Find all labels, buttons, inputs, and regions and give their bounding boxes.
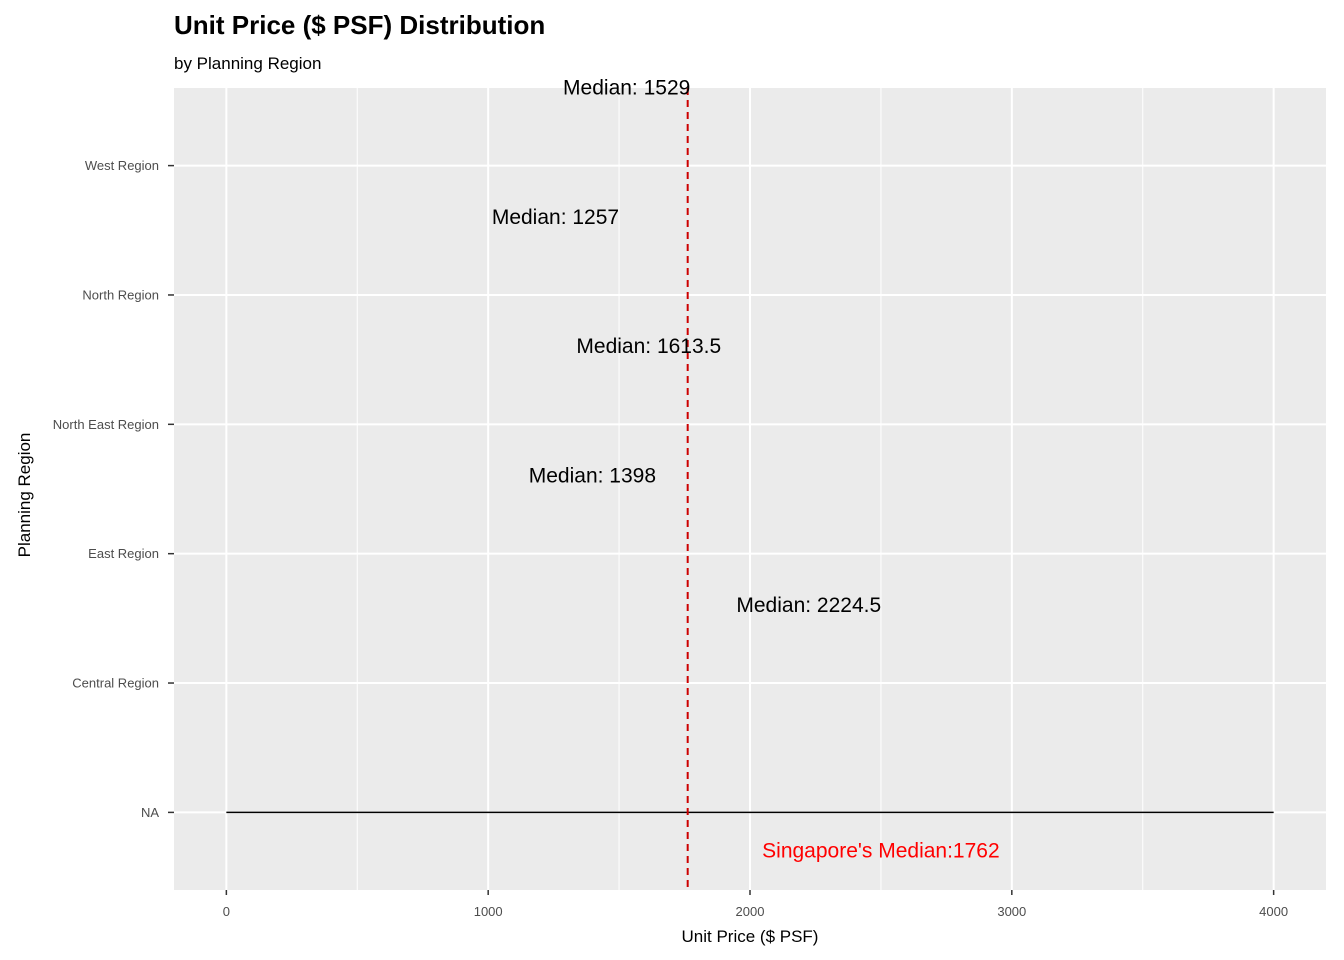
median-label: Median: 1613.5	[576, 335, 721, 358]
median-label: Median: 1257	[492, 206, 619, 229]
x-tick-label: 3000	[997, 904, 1026, 919]
median-label: Median: 1529	[563, 77, 690, 100]
x-tick-label: 1000	[474, 904, 503, 919]
median-label: Median: 1398	[529, 465, 656, 488]
x-tick-label: 2000	[736, 904, 765, 919]
median-label: Median: 2224.5	[736, 594, 881, 617]
y-tick-label: NA	[141, 805, 159, 820]
chart-title: Unit Price ($ PSF) Distribution	[174, 10, 546, 40]
chart-subtitle: by Planning Region	[174, 54, 322, 73]
y-tick-label: West Region	[85, 158, 159, 173]
y-axis-title: Planning Region	[15, 433, 34, 558]
y-tick-label: North Region	[82, 287, 159, 302]
y-tick-label: East Region	[88, 546, 159, 561]
singapore-median-label: Singapore's Median:1762	[762, 840, 1000, 863]
x-axis-title: Unit Price ($ PSF)	[682, 927, 819, 946]
y-tick-label: Central Region	[72, 676, 159, 691]
x-tick-label: 0	[223, 904, 230, 919]
x-tick-label: 4000	[1259, 904, 1288, 919]
y-tick-label: North East Region	[53, 417, 159, 432]
